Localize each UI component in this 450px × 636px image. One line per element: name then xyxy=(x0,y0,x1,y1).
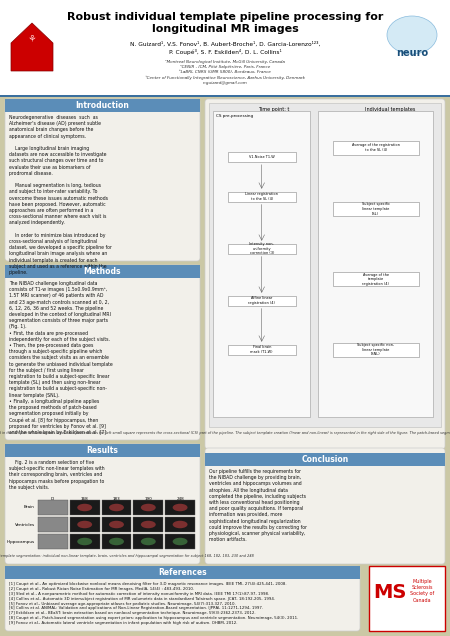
Text: Methods: Methods xyxy=(84,267,121,276)
Bar xyxy=(5,566,360,579)
Ellipse shape xyxy=(141,521,156,529)
Text: CS pre-processing: CS pre-processing xyxy=(216,114,253,118)
Text: Ventricles: Ventricles xyxy=(15,523,35,527)
Text: 190: 190 xyxy=(144,497,152,501)
Ellipse shape xyxy=(109,504,124,511)
Bar xyxy=(369,566,445,631)
FancyBboxPatch shape xyxy=(5,444,200,564)
Bar xyxy=(228,345,296,355)
Bar xyxy=(228,191,296,202)
Bar xyxy=(38,534,68,549)
Bar xyxy=(102,534,131,549)
Text: Our pipeline fulfills the requirements for
the NIBAD challenge by providing brai: Our pipeline fulfills the requirements f… xyxy=(209,469,307,543)
Bar xyxy=(102,517,131,532)
Text: 183: 183 xyxy=(112,497,121,501)
Text: References: References xyxy=(158,568,207,577)
Text: Subject specific non-
linear template
(SNL): Subject specific non- linear template (S… xyxy=(357,343,394,356)
Ellipse shape xyxy=(77,504,92,511)
Bar xyxy=(133,517,163,532)
FancyBboxPatch shape xyxy=(5,566,360,631)
Text: Subject specific
linear template
(SL): Subject specific linear template (SL) xyxy=(362,202,390,216)
Text: N. Guizard¹, V.S. Fonov¹, B. Aubert-Broche¹, D. Garcia-Lorenzo¹²³,
P. Coupé³, S.: N. Guizard¹, V.S. Fonov¹, B. Aubert-Broc… xyxy=(130,42,320,55)
Text: ID: ID xyxy=(51,497,55,501)
Bar xyxy=(228,296,296,306)
Ellipse shape xyxy=(77,538,92,545)
Text: Average of the registration
to the SL (4): Average of the registration to the SL (4… xyxy=(352,144,400,152)
Text: Fig.2. Individual non-linear template segmentation: individual non-linear templa: Fig.2. Individual non-linear template se… xyxy=(0,554,254,558)
Bar xyxy=(0,95,450,97)
Text: ⚘: ⚘ xyxy=(27,34,36,44)
Bar xyxy=(209,103,441,427)
Ellipse shape xyxy=(109,521,124,529)
Ellipse shape xyxy=(141,504,156,511)
Text: neuro: neuro xyxy=(396,48,428,58)
Text: The NIBAD challenge longitudinal data
consists of T1-w images (1.5x0.9x0.9mm³,
1: The NIBAD challenge longitudinal data co… xyxy=(9,281,113,436)
Text: V1.Noise T1-W: V1.Noise T1-W xyxy=(249,155,274,159)
Text: Results: Results xyxy=(86,446,118,455)
Bar xyxy=(165,534,195,549)
Text: Brain: Brain xyxy=(24,506,35,509)
Bar xyxy=(5,444,200,457)
Text: Multiple
Sclerosis
Society of
Canada: Multiple Sclerosis Society of Canada xyxy=(410,579,434,602)
Bar xyxy=(5,265,200,278)
Text: 168: 168 xyxy=(81,497,89,501)
Text: Fig. 2 is a random selection of five
subject-specific non-linear templates with
: Fig. 2 is a random selection of five sub… xyxy=(9,460,104,490)
Bar xyxy=(333,343,419,357)
Bar xyxy=(213,111,310,417)
Bar xyxy=(165,517,195,532)
Bar xyxy=(333,272,419,286)
Bar xyxy=(333,141,419,155)
Bar xyxy=(133,500,163,515)
Ellipse shape xyxy=(141,538,156,545)
Text: Average of the
template
registration (4): Average of the template registration (4) xyxy=(362,273,389,286)
Ellipse shape xyxy=(173,538,188,545)
Text: Time point: t: Time point: t xyxy=(258,107,290,112)
Text: Conclusion: Conclusion xyxy=(302,455,349,464)
Bar xyxy=(70,517,99,532)
Text: Intensity non-
uniformity
correction (3): Intensity non- uniformity correction (3) xyxy=(249,242,274,255)
FancyBboxPatch shape xyxy=(205,99,445,449)
Ellipse shape xyxy=(173,504,188,511)
Text: [1] Coupé et al., An optimized blockwise nonlocal means denoising filter for 3-D: [1] Coupé et al., An optimized blockwise… xyxy=(9,582,298,625)
Bar xyxy=(228,152,296,162)
FancyBboxPatch shape xyxy=(205,448,445,564)
Bar xyxy=(228,244,296,254)
Text: MS: MS xyxy=(374,583,407,602)
Bar xyxy=(70,534,99,549)
Text: Individual templates: Individual templates xyxy=(365,107,415,112)
Bar xyxy=(38,500,68,515)
Text: Robust individual template pipeline processing for
longitudinal MR images: Robust individual template pipeline proc… xyxy=(67,12,383,34)
Bar xyxy=(5,99,200,112)
Ellipse shape xyxy=(109,538,124,545)
Text: 248: 248 xyxy=(176,497,184,501)
Ellipse shape xyxy=(387,16,437,54)
Text: Hippocampus: Hippocampus xyxy=(7,539,35,544)
Text: Final brain
mask (T1-W): Final brain mask (T1-W) xyxy=(251,345,273,354)
Polygon shape xyxy=(11,23,53,71)
Bar xyxy=(102,500,131,515)
Bar xyxy=(319,111,433,417)
Bar xyxy=(165,500,195,515)
Bar xyxy=(38,517,68,532)
Bar xyxy=(333,202,419,216)
FancyBboxPatch shape xyxy=(5,99,200,261)
FancyBboxPatch shape xyxy=(5,265,200,440)
Text: Introduction: Introduction xyxy=(76,101,130,110)
Text: Fig.1. Longitudinal pipeline. The different steps performed on each subject visi: Fig.1. Longitudinal pipeline. The differ… xyxy=(0,431,450,435)
Bar xyxy=(0,0,450,95)
Ellipse shape xyxy=(173,521,188,529)
Bar xyxy=(70,500,99,515)
Text: Linear registration
to the SL (4): Linear registration to the SL (4) xyxy=(245,192,278,201)
Bar xyxy=(205,453,445,466)
Ellipse shape xyxy=(77,521,92,529)
Text: ¹Montreal Neurological Institute, McGill University, Canada
²CENIR - ICM, Pitié : ¹Montreal Neurological Institute, McGill… xyxy=(145,60,305,85)
Text: Affine linear
registration (4): Affine linear registration (4) xyxy=(248,296,275,305)
Bar xyxy=(133,534,163,549)
Text: Neurodegenerative  diseases  such  as
Alzheimer's disease (AD) present subtle
an: Neurodegenerative diseases such as Alzhe… xyxy=(9,115,112,275)
